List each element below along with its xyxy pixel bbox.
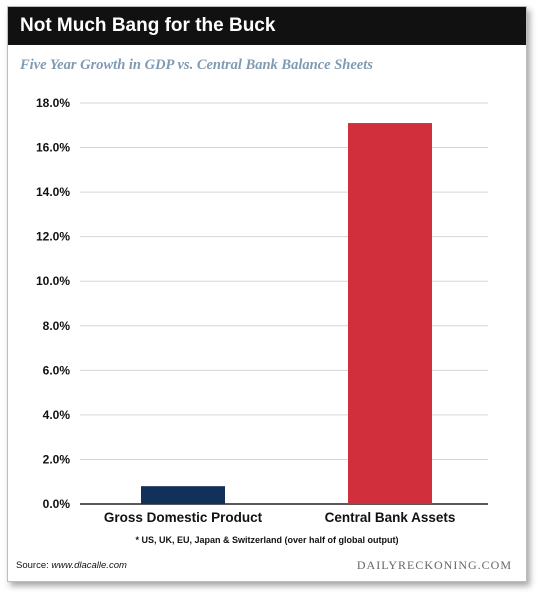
source-url: www.dlacalle.com — [51, 560, 127, 571]
y-tick-label: 8.0% — [43, 319, 71, 333]
y-tick-label: 0.0% — [43, 497, 71, 511]
bar-gdp — [141, 486, 225, 504]
brand-logo: DAILYRECKONING.COM — [356, 558, 512, 572]
bar-chart: 0.0% 2.0% 4.0% 6.0% 8.0% 10.0% 12.0% 14.0% 16.0%… — [36, 96, 488, 525]
chart-subtitle: Five Year Growth in GDP vs. Central Bank… — [20, 57, 373, 73]
footnote: * US, UK, EU, Japan & Switzerland (over … — [135, 535, 399, 545]
x-category-label: Central Bank Assets — [325, 510, 456, 525]
chart-title: Not Much Bang for the Buck — [8, 7, 526, 45]
y-tick-label: 2.0% — [43, 452, 71, 466]
source-credit: Source: www.dlacalle.com — [16, 560, 127, 571]
y-tick-label: 12.0% — [36, 230, 70, 244]
y-tick-label: 4.0% — [43, 408, 71, 422]
y-tick-label: 10.0% — [36, 274, 70, 288]
y-tick-label: 14.0% — [36, 185, 70, 199]
chart-frame: Not Much Bang for the Buck Five Year Gro… — [7, 6, 527, 582]
bar-central-bank-assets — [348, 123, 432, 505]
y-tick-label: 6.0% — [43, 363, 71, 377]
y-tick-label: 18.0% — [36, 96, 70, 110]
y-tick-label: 16.0% — [36, 141, 70, 155]
source-label: Source: — [16, 560, 49, 571]
x-category-label: Gross Domestic Product — [104, 510, 263, 525]
